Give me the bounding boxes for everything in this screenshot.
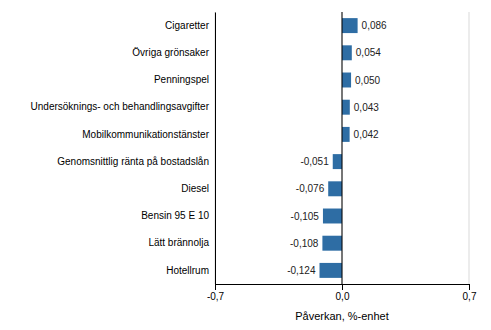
bar [342, 73, 351, 88]
x-axis-line [216, 285, 470, 291]
y-tick: Lätt brännolja [148, 237, 215, 248]
bar [323, 209, 342, 224]
y-tick: Diesel [181, 183, 215, 194]
y-tick: Övriga grönsaker [132, 47, 215, 58]
y-tick: Genomsnittlig ränta på bostadslån [57, 156, 215, 167]
bar [320, 263, 342, 278]
y-axis: Hotellrum Lätt brännolja Bensin 95 E 10 Die… [31, 13, 216, 285]
x-axis: -0,7 0,0 0,7 [207, 284, 477, 302]
x-tick-label: -0,7 [207, 291, 225, 302]
data-labels: -0,124 -0,108 -0,105 -0,076 -0,051 0,042 0,043… [287, 20, 387, 276]
y-tick-label: Cigaretter [165, 20, 210, 31]
chart: -0,7 0,0 0,7 Hotellrum Lätt brännolja Bensin … [0, 0, 491, 330]
y-tick-label: Mobilkommunikationstänster [82, 129, 209, 140]
plot: -0,7 0,0 0,7 Hotellrum Lätt brännolja Bensin … [31, 12, 477, 302]
y-tick: Mobilkommunikationstänster [82, 129, 215, 140]
grid-line [342, 12, 343, 284]
y-tick: Bensin 95 E 10 [141, 210, 215, 221]
bar [322, 236, 342, 251]
data-label: 0,043 [354, 102, 379, 113]
y-tick-label: Diesel [181, 183, 209, 194]
y-tick-label: Genomsnittlig ränta på bostadslån [57, 156, 209, 167]
y-tick-label: Övriga grönsaker [132, 47, 209, 58]
grid-line [215, 12, 216, 284]
data-label: 0,050 [355, 75, 380, 86]
data-label: -0,051 [300, 156, 329, 167]
y-tick-label: Lätt brännolja [148, 237, 209, 248]
zero-line [342, 12, 343, 284]
bars [320, 18, 358, 278]
data-label: -0,124 [287, 265, 316, 276]
x-tick-mark [215, 284, 216, 290]
bar [342, 45, 352, 60]
x-tick-mark [469, 284, 470, 290]
grid-line [469, 12, 470, 284]
y-tick: Hotellrum [166, 265, 215, 276]
grid [215, 12, 469, 284]
y-tick-label: Hotellrum [166, 265, 209, 276]
y-tick-label: Penningspel [154, 74, 209, 85]
x-tick: 0,7 [463, 284, 477, 302]
x-tick-label: 0,7 [463, 291, 477, 302]
y-axis-line [215, 13, 216, 285]
x-tick: 0,0 [336, 284, 350, 302]
data-label: 0,086 [362, 20, 387, 31]
data-label: -0,108 [290, 238, 319, 249]
x-tick-label: 0,0 [336, 291, 350, 302]
bar [342, 100, 350, 115]
bar [328, 181, 342, 196]
x-tick-mark [342, 284, 343, 290]
data-label: -0,076 [296, 183, 325, 194]
y-tick-label: Bensin 95 E 10 [141, 210, 209, 221]
y-tick: Cigaretter [165, 20, 215, 31]
bar [342, 127, 350, 142]
y-tick-label: Undersöknings- och behandlingsavgifter [31, 101, 210, 112]
y-tick: Penningspel [154, 74, 215, 85]
data-label: -0,105 [291, 211, 320, 222]
chart-container: -0,7 0,0 0,7 Hotellrum Lätt brännolja Bensin … [0, 0, 491, 330]
y-tick: Undersöknings- och behandlingsavgifter [31, 101, 215, 112]
bar [333, 154, 342, 169]
x-tick: -0,7 [207, 284, 225, 302]
data-label: 0,054 [356, 47, 381, 58]
x-axis-title: Påverkan, %-enhet [295, 310, 389, 322]
bar [342, 18, 358, 33]
data-label: 0,042 [354, 129, 379, 140]
